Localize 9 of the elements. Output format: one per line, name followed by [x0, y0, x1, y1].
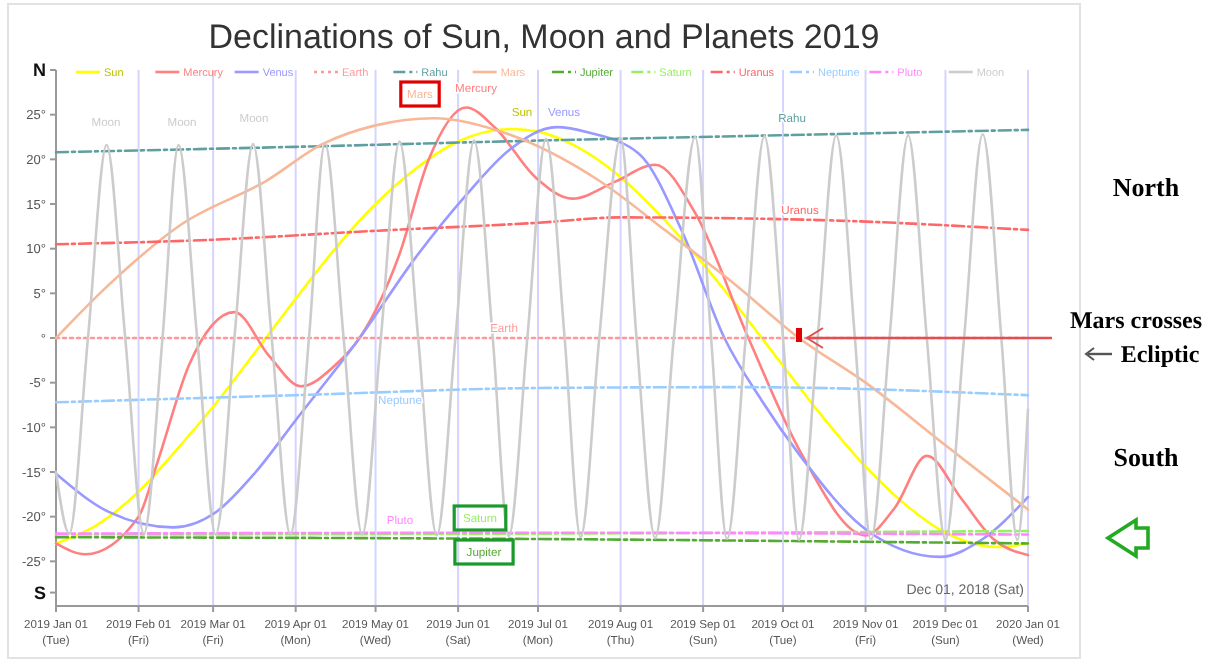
- y-tick-label: N: [33, 60, 46, 81]
- chart-title: Declinations of Sun, Moon and Planets 2019: [208, 18, 880, 56]
- text: South: [1113, 442, 1181, 472]
- y-tick-label: S: [33, 582, 46, 603]
- text: North: [1112, 172, 1181, 202]
- line-series: [54, 216, 1030, 246]
- line-series: [54, 385, 1030, 404]
- line-series: [54, 128, 1030, 154]
- annotation: Mars crosses Ecliptic: [1069, 306, 1203, 368]
